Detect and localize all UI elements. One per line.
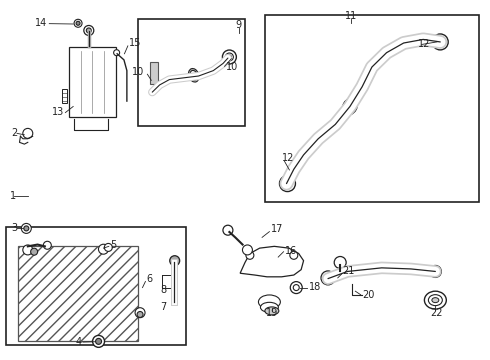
Circle shape [96, 338, 101, 345]
Text: 10: 10 [132, 67, 144, 77]
Circle shape [282, 179, 293, 189]
Circle shape [31, 248, 38, 255]
Text: 3: 3 [12, 224, 18, 233]
Circle shape [334, 257, 346, 269]
Text: 4: 4 [75, 337, 81, 347]
Ellipse shape [344, 100, 355, 113]
Circle shape [290, 251, 298, 259]
Text: 6: 6 [147, 274, 152, 284]
Ellipse shape [424, 291, 446, 309]
Circle shape [98, 244, 108, 254]
Text: 2: 2 [12, 129, 18, 138]
Circle shape [76, 21, 80, 25]
Bar [18, 246, 138, 341]
Text: 5: 5 [110, 240, 117, 250]
Ellipse shape [428, 294, 442, 306]
Circle shape [243, 245, 252, 255]
Circle shape [246, 251, 254, 259]
Polygon shape [240, 246, 304, 277]
Circle shape [321, 271, 335, 285]
Circle shape [432, 34, 448, 50]
Text: 16: 16 [285, 246, 297, 256]
Circle shape [435, 37, 445, 47]
Text: 7: 7 [161, 302, 167, 312]
Circle shape [227, 55, 231, 59]
Circle shape [285, 181, 290, 186]
Circle shape [438, 40, 443, 44]
Text: 22: 22 [430, 308, 442, 318]
Text: 20: 20 [362, 291, 374, 301]
Circle shape [74, 19, 82, 27]
Circle shape [104, 243, 112, 251]
Bar [138, 19, 245, 126]
Ellipse shape [190, 71, 197, 80]
Circle shape [93, 336, 104, 347]
Ellipse shape [261, 302, 278, 312]
Bar [150, 62, 158, 84]
Circle shape [23, 129, 33, 138]
Circle shape [114, 50, 120, 56]
Circle shape [324, 274, 332, 282]
Circle shape [225, 53, 233, 61]
Text: 17: 17 [271, 225, 283, 234]
Bar [265, 15, 479, 202]
Circle shape [135, 308, 145, 318]
Ellipse shape [265, 307, 279, 315]
Bar [6, 226, 186, 345]
Text: 10: 10 [225, 62, 238, 72]
Text: 8: 8 [161, 285, 167, 296]
Text: 15: 15 [129, 38, 141, 48]
Circle shape [223, 225, 233, 235]
Ellipse shape [189, 68, 199, 82]
Circle shape [290, 282, 302, 293]
Circle shape [279, 176, 295, 192]
Ellipse shape [258, 295, 280, 309]
Circle shape [86, 28, 91, 33]
Text: 18: 18 [308, 282, 320, 292]
Text: 21: 21 [343, 266, 355, 276]
Text: 12: 12 [418, 40, 431, 49]
Text: 14: 14 [35, 18, 48, 28]
Text: 19: 19 [266, 309, 278, 318]
Circle shape [22, 224, 31, 233]
Circle shape [170, 256, 180, 266]
Circle shape [84, 26, 94, 35]
Circle shape [137, 311, 143, 318]
Circle shape [24, 226, 29, 231]
Ellipse shape [343, 98, 358, 115]
Circle shape [293, 285, 299, 291]
Circle shape [23, 245, 33, 255]
Circle shape [429, 265, 441, 278]
Circle shape [43, 241, 51, 249]
Text: 12: 12 [282, 153, 294, 163]
Bar [69, 47, 116, 117]
Bar [62, 89, 67, 103]
Ellipse shape [432, 298, 439, 303]
Circle shape [222, 50, 236, 64]
Text: 1: 1 [10, 191, 16, 201]
Text: 9: 9 [236, 20, 242, 30]
Text: 11: 11 [345, 11, 358, 21]
Text: 13: 13 [52, 107, 64, 117]
